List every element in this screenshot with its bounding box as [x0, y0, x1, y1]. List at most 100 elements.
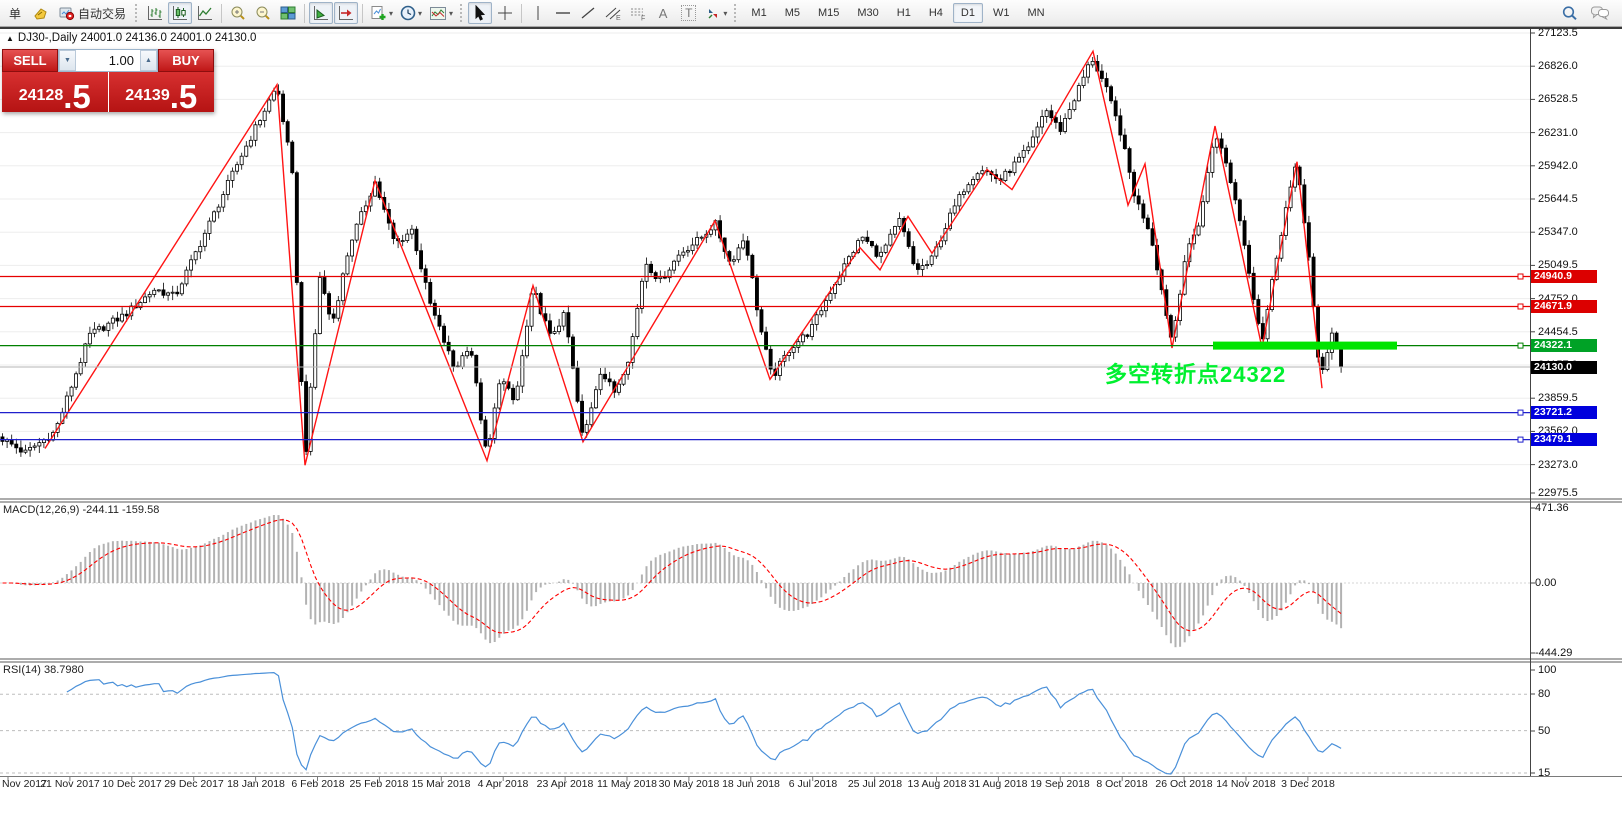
arrows-icon	[708, 8, 718, 18]
dropdown-arrow-icon[interactable]: ▾	[723, 8, 728, 18]
time-axis-label: 4 Apr 2018	[477, 778, 529, 790]
chart-shift-button[interactable]	[334, 2, 359, 24]
timeframe-m30-button[interactable]: M30	[857, 7, 879, 19]
timeframe-w1-button[interactable]: W1	[992, 7, 1010, 19]
chat-bubbles-icon	[1591, 6, 1609, 21]
buy-button[interactable]: BUY	[158, 49, 214, 72]
dropdown-arrow-icon[interactable]: ▾	[418, 8, 423, 18]
rsi-tick-label: 80	[1538, 688, 1551, 700]
toolbar-separator	[221, 3, 223, 23]
price-tick-label: 23859.5	[1538, 392, 1578, 404]
vertical-line-tool-button[interactable]	[526, 2, 550, 24]
dropdown-arrow-icon[interactable]: ▾	[449, 8, 454, 18]
macd-signal-line	[2, 519, 1342, 634]
autotrading-button[interactable]: 自动交易	[53, 2, 131, 24]
time-axis-label: 18 Jan 2018	[227, 778, 285, 790]
price-tick-label: 25644.5	[1538, 193, 1578, 205]
timeframe-m1-button[interactable]: M1	[751, 7, 767, 19]
search-icon	[1562, 6, 1577, 21]
crosshair-button[interactable]	[493, 2, 517, 24]
buy-price-display[interactable]: 24139.5	[108, 72, 214, 116]
time-axis-label: 23 Apr 2018	[536, 778, 594, 790]
price-tick-label: 26826.0	[1538, 60, 1578, 72]
price-tick-label: 24454.5	[1538, 326, 1578, 338]
horizontal-line-icon	[556, 12, 571, 14]
line-chart-button[interactable]	[193, 2, 217, 24]
sell-price-display[interactable]: 24128.5	[2, 72, 108, 116]
cursor-button[interactable]	[468, 2, 493, 24]
new-order-label: 单	[8, 6, 21, 21]
time-axis-label: 25 Feb 2018	[349, 778, 409, 790]
chat-button[interactable]	[1587, 2, 1613, 24]
buy-price-pip: .5	[169, 78, 198, 116]
metaeditor-button[interactable]	[28, 2, 52, 24]
macd-tick-label: -444.29	[1535, 647, 1573, 659]
text-tool-icon: A	[658, 5, 668, 21]
volume-increase-button[interactable]: ▲	[140, 50, 157, 71]
macd-histogram	[6, 515, 1343, 648]
arrows-tool-button[interactable]: ▾	[702, 2, 730, 24]
sell-price-pip: .5	[63, 78, 91, 116]
zoom-out-icon	[256, 6, 270, 20]
auto-scroll-button[interactable]	[309, 2, 334, 24]
time-axis-label: 30 May 2018	[658, 778, 720, 790]
sell-button[interactable]: SELL	[2, 49, 58, 72]
bar-chart-button[interactable]	[143, 2, 167, 24]
collapse-marker-icon[interactable]: ▲	[6, 34, 14, 43]
main-toolbar: 单 自动交易	[0, 0, 1622, 27]
new-order-button[interactable]: 单	[3, 2, 27, 24]
equidistant-channel-icon: E	[605, 7, 621, 21]
zoom-in-button[interactable]	[226, 2, 250, 24]
candlestick-chart-button[interactable]	[168, 2, 193, 24]
horizontal-line-tool-button[interactable]	[551, 2, 575, 24]
level-price-label: 23721.2	[1531, 406, 1597, 419]
dropdown-arrow-icon[interactable]: ▾	[389, 8, 394, 18]
chart-period-button[interactable]: ▾	[397, 2, 425, 24]
text-tool-button[interactable]: A	[651, 2, 675, 24]
chart-title-text: DJ30-,Daily 24001.0 24136.0 24001.0 2413…	[17, 32, 257, 44]
toolbar-separator	[304, 3, 306, 23]
time-axis-label: 29 Dec 2017	[164, 778, 224, 790]
one-click-trading-panel: SELL ▼ 1.00 ▲ BUY 24128.5 24139.5	[2, 49, 214, 116]
fibonacci-tool-button[interactable]: F	[626, 2, 650, 24]
timeframe-m15-button[interactable]: M15	[817, 7, 840, 19]
trendline-tool-button[interactable]	[576, 2, 600, 24]
timeframe-h1-button[interactable]: H1	[896, 7, 911, 19]
fibonacci-tool-sub-label: F	[641, 15, 645, 21]
timeframe-h4-button[interactable]: H4	[928, 7, 943, 19]
level-price-label: 24671.9	[1531, 300, 1597, 313]
timeframe-d1-button[interactable]: D1	[952, 3, 983, 23]
timeframe-m5-button[interactable]: M5	[784, 7, 800, 19]
template-icon	[430, 6, 447, 20]
timeframe-toolbar: M1 M5 M15 M30 H1 H4 D1 W1 MN	[742, 3, 1053, 23]
text-label-tool-button[interactable]: T	[676, 2, 701, 24]
trendline-icon	[581, 7, 595, 19]
price-tick-label: 26528.5	[1538, 93, 1578, 105]
price-tick-label: 23273.0	[1538, 459, 1578, 471]
timeframe-mn-button[interactable]: MN	[1027, 7, 1045, 19]
time-axis-label: 6 Feb 2018	[291, 778, 345, 790]
zoom-in-icon	[231, 6, 245, 20]
tile-windows-button[interactable]	[276, 2, 300, 24]
time-axis-label: 31 Aug 2018	[968, 778, 1028, 790]
new-chart-button[interactable]: ▾	[367, 2, 396, 24]
search-button[interactable]	[1557, 2, 1581, 24]
zoom-out-button[interactable]	[251, 2, 275, 24]
level-price-label: 23479.1	[1531, 433, 1597, 446]
time-axis-label: 21 Nov 2017	[40, 778, 100, 790]
pivot-annotation[interactable]: 多空转折点24322	[1105, 362, 1287, 387]
channel-tool-button[interactable]: E	[601, 2, 625, 24]
buy-price-main: 24139	[125, 87, 170, 104]
time-axis-label: 3 Dec 2018	[1281, 778, 1335, 790]
channel-tool-sub-label: E	[616, 15, 621, 21]
chart-template-button[interactable]: ▾	[426, 2, 456, 24]
toolbar-grip	[135, 4, 139, 22]
time-axis-label: 11 May 2018	[597, 778, 657, 790]
price-tick-label: 25049.5	[1538, 259, 1578, 271]
time-axis-label: 10 Dec 2017	[102, 778, 162, 790]
chart-canvas[interactable]	[0, 27, 1622, 817]
volume-decrease-button[interactable]: ▼	[59, 50, 76, 71]
time-axis-label: 19 Sep 2018	[1030, 778, 1090, 790]
toolbar-grip	[460, 4, 464, 22]
volume-value[interactable]: 1.00	[108, 53, 134, 68]
